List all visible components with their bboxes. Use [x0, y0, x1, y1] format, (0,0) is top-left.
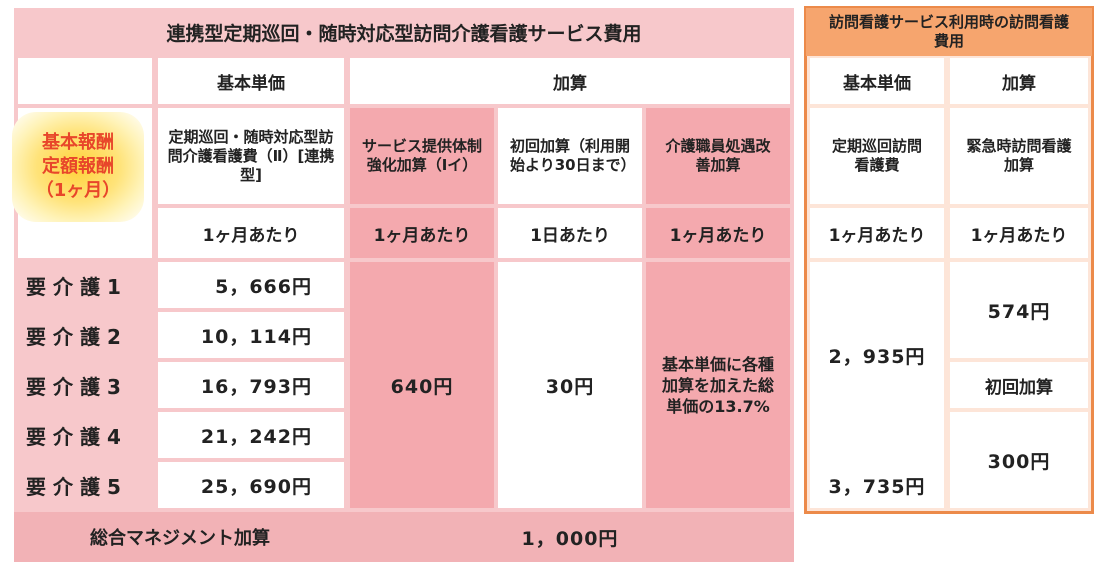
right-addition-header: 加算	[950, 58, 1088, 104]
care-level-label-3: 要介護3	[26, 374, 128, 399]
right-initial-label: 初回加算	[950, 362, 1088, 408]
left-table-title: 連携型定期巡回・随時対応型訪問介護看護サービス費用	[166, 22, 642, 45]
right-emergency-subheader: 緊急時訪問看護加算	[950, 108, 1088, 204]
right-base-value-1: 2，935円	[828, 345, 926, 368]
addition-header: 加算	[350, 58, 790, 104]
care-staff-subheader: 介護職員処遇改善加算	[646, 108, 790, 204]
right-base-subheader: 定期巡回訪問看護費	[810, 108, 944, 204]
care-level-price-5: 25，690円	[158, 462, 344, 508]
right-table-title: 訪問看護サービス利用時の訪問看護費用	[806, 8, 1092, 56]
management-row	[14, 512, 794, 562]
right-base-value-cell	[810, 262, 944, 508]
management-value: 1，000円	[521, 527, 619, 550]
right-emergency-value: 574円	[950, 262, 1088, 358]
unit-service-system: 1ヶ月あたり	[350, 208, 494, 258]
care-level-price-2: 10，114円	[158, 312, 344, 358]
care-level-label-4: 要介護4	[26, 424, 128, 449]
right-base-header: 基本単価	[810, 58, 944, 104]
care-level-price-1: 5，666円	[158, 262, 344, 308]
unit-base: 1ヶ月あたり	[158, 208, 344, 258]
care-staff-value: 基本単価に各種加算を加えた総単価の13.7%	[646, 262, 790, 508]
base-price-header: 基本単価	[158, 58, 344, 104]
right-unit-base: 1ヶ月あたり	[810, 208, 944, 258]
care-level-label-5: 要介護5	[26, 474, 128, 499]
unit-initial: 1日あたり	[498, 208, 642, 258]
care-level-price-3: 16，793円	[158, 362, 344, 408]
service-system-value: 640円	[350, 262, 494, 508]
management-label: 総合マネジメント加算	[90, 528, 270, 549]
care-level-label-2: 要介護2	[26, 324, 128, 349]
initial-value: 30円	[498, 262, 642, 508]
initial-subheader: 初回加算（利用開始より30日まで）	[498, 108, 642, 204]
right-initial-value: 300円	[950, 412, 1088, 508]
basic-fee-badge: 基本報酬 定額報酬 （1ヶ月）	[12, 112, 144, 222]
care-level-price-4: 21，242円	[158, 412, 344, 458]
badge-header-cell	[18, 58, 152, 104]
unit-care-staff: 1ヶ月あたり	[646, 208, 790, 258]
right-unit-emergency: 1ヶ月あたり	[950, 208, 1088, 258]
base-fee-subheader: 定期巡回・随時対応型訪問介護看護費（Ⅱ）[連携型]	[158, 108, 344, 204]
care-level-label-1: 要介護1	[26, 274, 128, 299]
right-base-value-2: 3，735円	[828, 475, 926, 498]
service-system-subheader: サービス提供体制強化加算（Ⅰイ）	[350, 108, 494, 204]
